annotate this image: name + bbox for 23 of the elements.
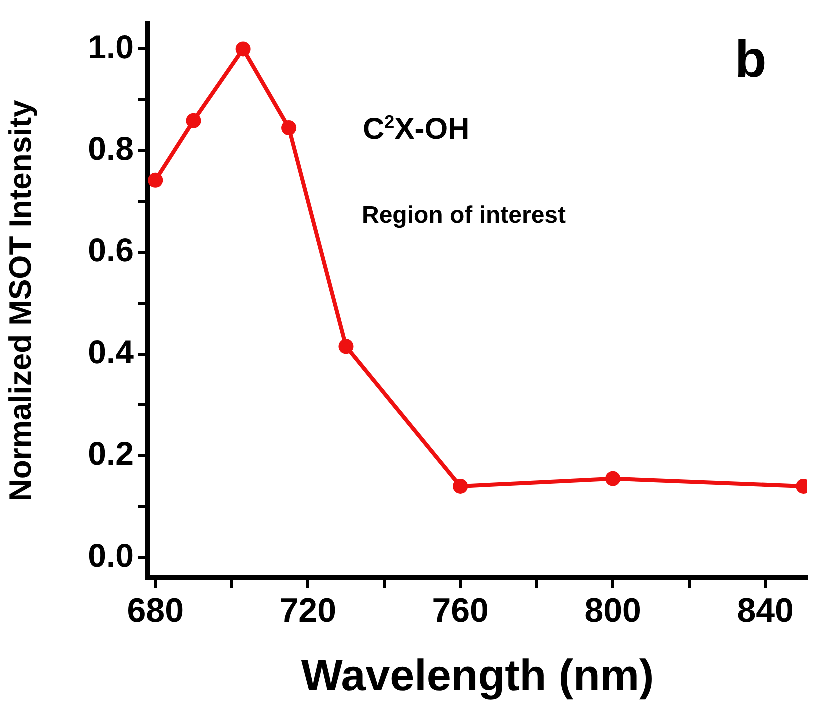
y-tick-label: 0.6 — [88, 232, 134, 269]
x-axis-title: Wavelength (nm) — [301, 652, 654, 701]
y-tick-label: 1.0 — [88, 28, 134, 66]
y-tick-label: 0.0 — [88, 536, 134, 574]
x-tick-label: 840 — [737, 592, 794, 630]
x-tick-label: 680 — [127, 592, 184, 630]
y-tick-label: 0.4 — [88, 333, 135, 370]
point — [606, 471, 621, 486]
y-tick-label: 0.2 — [88, 435, 134, 472]
x-tick-label: 760 — [432, 592, 489, 630]
annotation: Region of interest — [362, 202, 566, 230]
y-axis-title: Normalized MSOT Intensity — [3, 99, 38, 502]
annotation: b — [735, 30, 767, 90]
point — [453, 478, 468, 494]
annotation: C$^{2}$X-OH — [363, 112, 470, 147]
point — [148, 172, 164, 188]
point — [282, 120, 297, 136]
x-tick-label: 720 — [280, 592, 336, 630]
x-tick-label: 800 — [584, 592, 642, 630]
point — [338, 339, 354, 354]
point — [236, 42, 251, 57]
point — [186, 113, 202, 128]
y-tick-label: 0.8 — [88, 130, 134, 168]
